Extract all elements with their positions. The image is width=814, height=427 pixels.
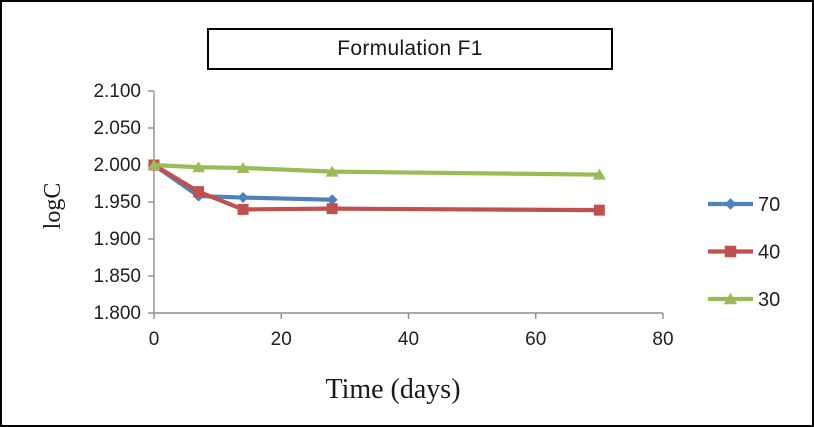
- legend-label-30: 30: [758, 289, 780, 311]
- y-axis-title: logC: [40, 183, 66, 230]
- x-tick-label: 20: [271, 329, 292, 350]
- series-marker-70: [326, 194, 338, 206]
- legend-marker-70: [724, 198, 737, 210]
- series-marker-40: [193, 186, 205, 198]
- series-marker-30: [325, 165, 339, 177]
- series-marker-30: [592, 168, 606, 180]
- y-tick-label: 1.850: [93, 266, 141, 287]
- x-tick-label: 40: [398, 329, 419, 350]
- y-tick-label: 1.800: [93, 303, 141, 324]
- series-marker-40: [326, 203, 338, 215]
- legend-label-70: 70: [758, 194, 780, 216]
- legend-marker-40: [724, 245, 737, 258]
- legend-marker-30: [723, 292, 738, 305]
- series-marker-30: [192, 161, 206, 173]
- series-marker-40: [237, 203, 249, 215]
- series-marker-40: [593, 204, 605, 216]
- y-tick-label: 2.100: [93, 81, 141, 102]
- chart-title-box: Formulation F1: [207, 28, 613, 70]
- y-tick-label: 2.000: [93, 155, 141, 176]
- chart-title: Formulation F1: [337, 37, 483, 60]
- series-marker-30: [147, 159, 161, 170]
- legend-label-40: 40: [758, 242, 780, 264]
- y-tick-label: 2.050: [93, 118, 141, 139]
- y-tick-label: 1.950: [93, 192, 141, 213]
- x-tick-label: 0: [149, 329, 160, 350]
- x-tick-label: 60: [525, 329, 546, 350]
- x-tick-label: 80: [652, 329, 673, 350]
- series-line-30: [153, 162, 600, 177]
- x-axis-title: Time (days): [325, 374, 460, 405]
- y-tick-label: 1.900: [93, 229, 141, 250]
- series-marker-70: [237, 192, 249, 204]
- series-marker-30: [236, 161, 250, 173]
